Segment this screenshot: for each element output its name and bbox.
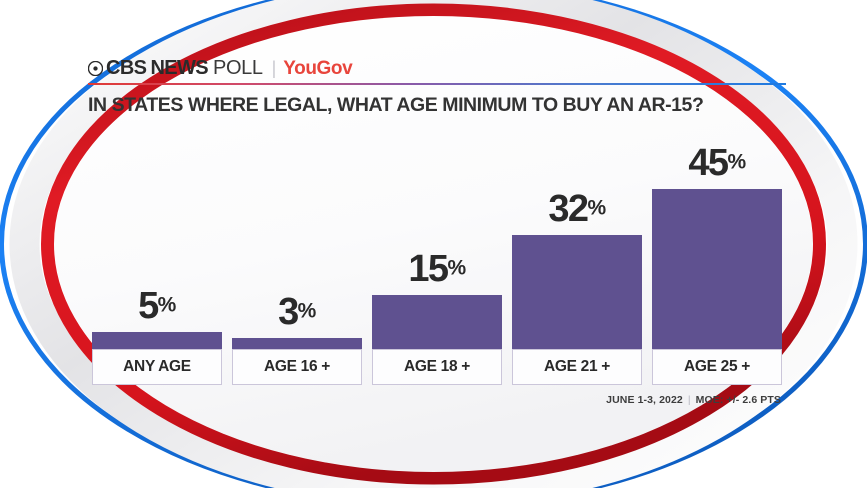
bar-category-label: AGE 18 +	[403, 358, 471, 375]
header: CBS NEWS POLL | YouGov IN STATES WHERE L…	[88, 58, 786, 117]
brand-separator: |	[271, 58, 277, 78]
bar-value-label: 32%	[512, 190, 642, 228]
bar-value-percent: %	[447, 256, 466, 280]
footer-note: JUNE 1-3, 2022 | MOE: +/- 2.6 PTS	[606, 394, 781, 406]
brand-partner-yougov: YouGov	[283, 58, 353, 79]
bar-rect	[372, 295, 502, 349]
bar-value-number: 45	[688, 142, 729, 184]
bar-category-box: AGE 25 +	[652, 349, 782, 385]
page-title: IN STATES WHERE LEGAL, WHAT AGE MINIMUM …	[88, 94, 704, 116]
bar-value-percent: %	[297, 299, 317, 323]
bar-value-percent: %	[727, 150, 746, 174]
bar-category-box: AGE 16 +	[232, 349, 362, 385]
bar-category-label: AGE 25 +	[683, 358, 751, 375]
bar-column-age-25: 45% AGE 25 +	[652, 144, 782, 385]
bar-value-number: 15	[408, 248, 449, 290]
cbs-eye-icon	[88, 61, 103, 76]
bar-value-label: 45%	[652, 144, 782, 182]
brand-row: CBS NEWS POLL | YouGov	[88, 58, 786, 79]
bar-value-percent: %	[157, 293, 177, 317]
footer-date: JUNE 1-3, 2022	[606, 394, 683, 406]
brand-poll: POLL	[213, 57, 263, 79]
bar-rect	[512, 235, 642, 349]
bar-column-any-age: 5% ANY AGE	[92, 287, 222, 385]
bar-rect	[232, 338, 362, 349]
bar-column-age-18: 15% AGE 18 +	[372, 250, 502, 385]
footer-separator: |	[687, 394, 691, 406]
bar-value-number: 3	[278, 291, 299, 333]
bar-rect	[652, 189, 782, 349]
bar-value-number: 32	[548, 188, 589, 230]
bar-value-label: 15%	[372, 250, 502, 288]
brand-news: NEWS	[150, 57, 209, 79]
bar-category-box: ANY AGE	[92, 349, 222, 385]
bar-value-percent: %	[587, 196, 606, 220]
bar-rect	[92, 332, 222, 349]
brand-cbs: CBS	[106, 57, 147, 79]
bar-category-box: AGE 21 +	[512, 349, 642, 385]
bar-value-label: 5%	[92, 287, 222, 325]
bar-category-label: AGE 16 +	[263, 358, 331, 375]
bar-value-label: 3%	[232, 293, 362, 331]
bar-column-age-16: 3% AGE 16 +	[232, 293, 362, 385]
bar-category-box: AGE 18 +	[372, 349, 502, 385]
bar-column-age-21: 32% AGE 21 +	[512, 190, 642, 385]
footer-moe: MOE: +/- 2.6 PTS	[695, 394, 781, 406]
bar-chart: 5% ANY AGE 3% AGE 16 + 15%	[92, 130, 782, 385]
gradient-rule	[88, 83, 786, 85]
bar-category-label: AGE 21 +	[543, 358, 611, 375]
bar-value-number: 5	[138, 285, 159, 327]
bar-category-label: ANY AGE	[123, 358, 191, 375]
